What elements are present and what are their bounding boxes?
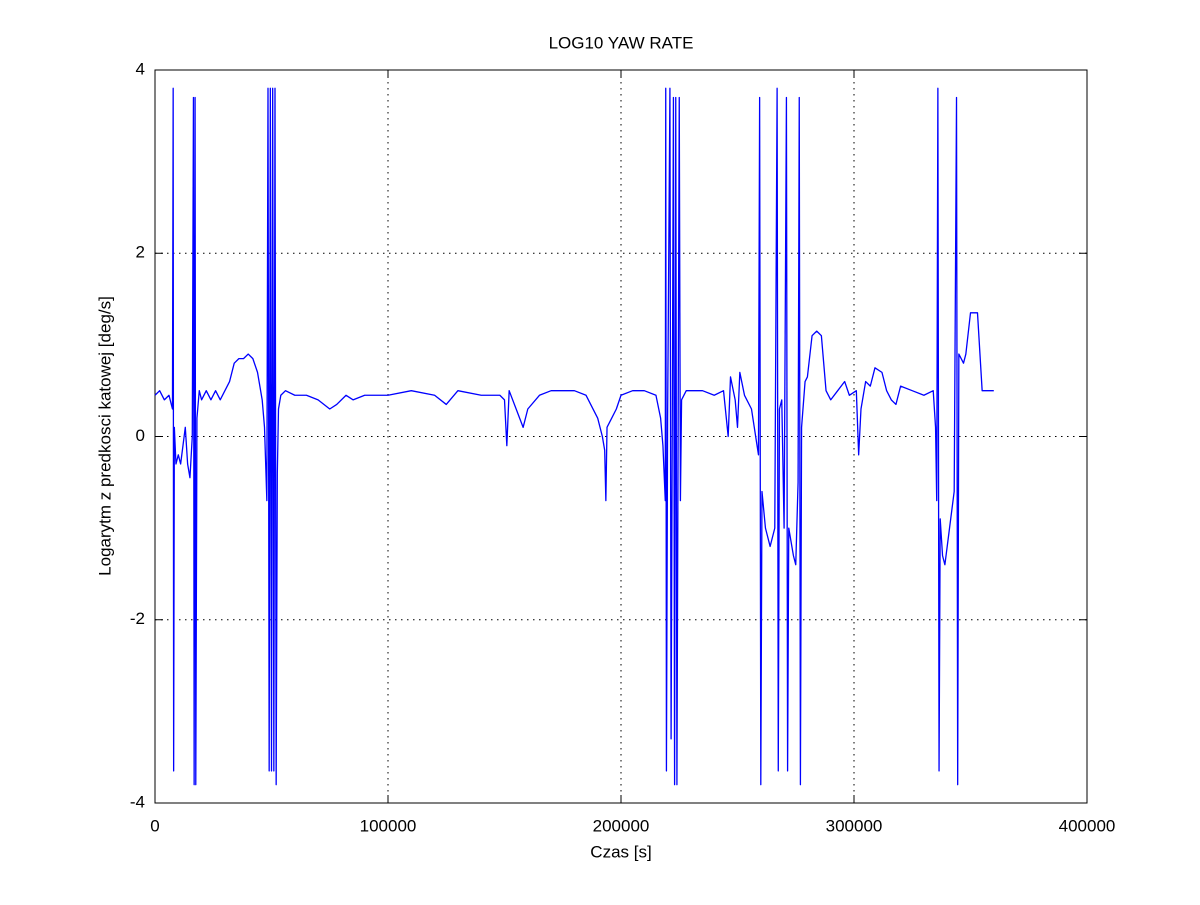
y-tick-label: -2 xyxy=(130,609,145,628)
plot-frame xyxy=(154,69,1088,804)
x-tick-label: 300000 xyxy=(826,816,883,835)
y-tick-label: 0 xyxy=(136,426,145,445)
y-tick-label: -4 xyxy=(130,792,145,811)
x-tick-label: 0 xyxy=(150,816,159,835)
y-axis-label: Logarytm z predkosci katowej [deg/s] xyxy=(95,296,114,576)
data-line xyxy=(154,87,994,786)
chart-title: LOG10 YAW RATE xyxy=(549,33,694,52)
y-tick-label: 4 xyxy=(136,59,145,78)
y-tick-label: 2 xyxy=(136,243,145,262)
x-axis-label: Czas [s] xyxy=(590,842,651,861)
x-tick-label: 400000 xyxy=(1059,816,1116,835)
x-tick-label: 200000 xyxy=(593,816,650,835)
x-tick-label: 100000 xyxy=(360,816,417,835)
